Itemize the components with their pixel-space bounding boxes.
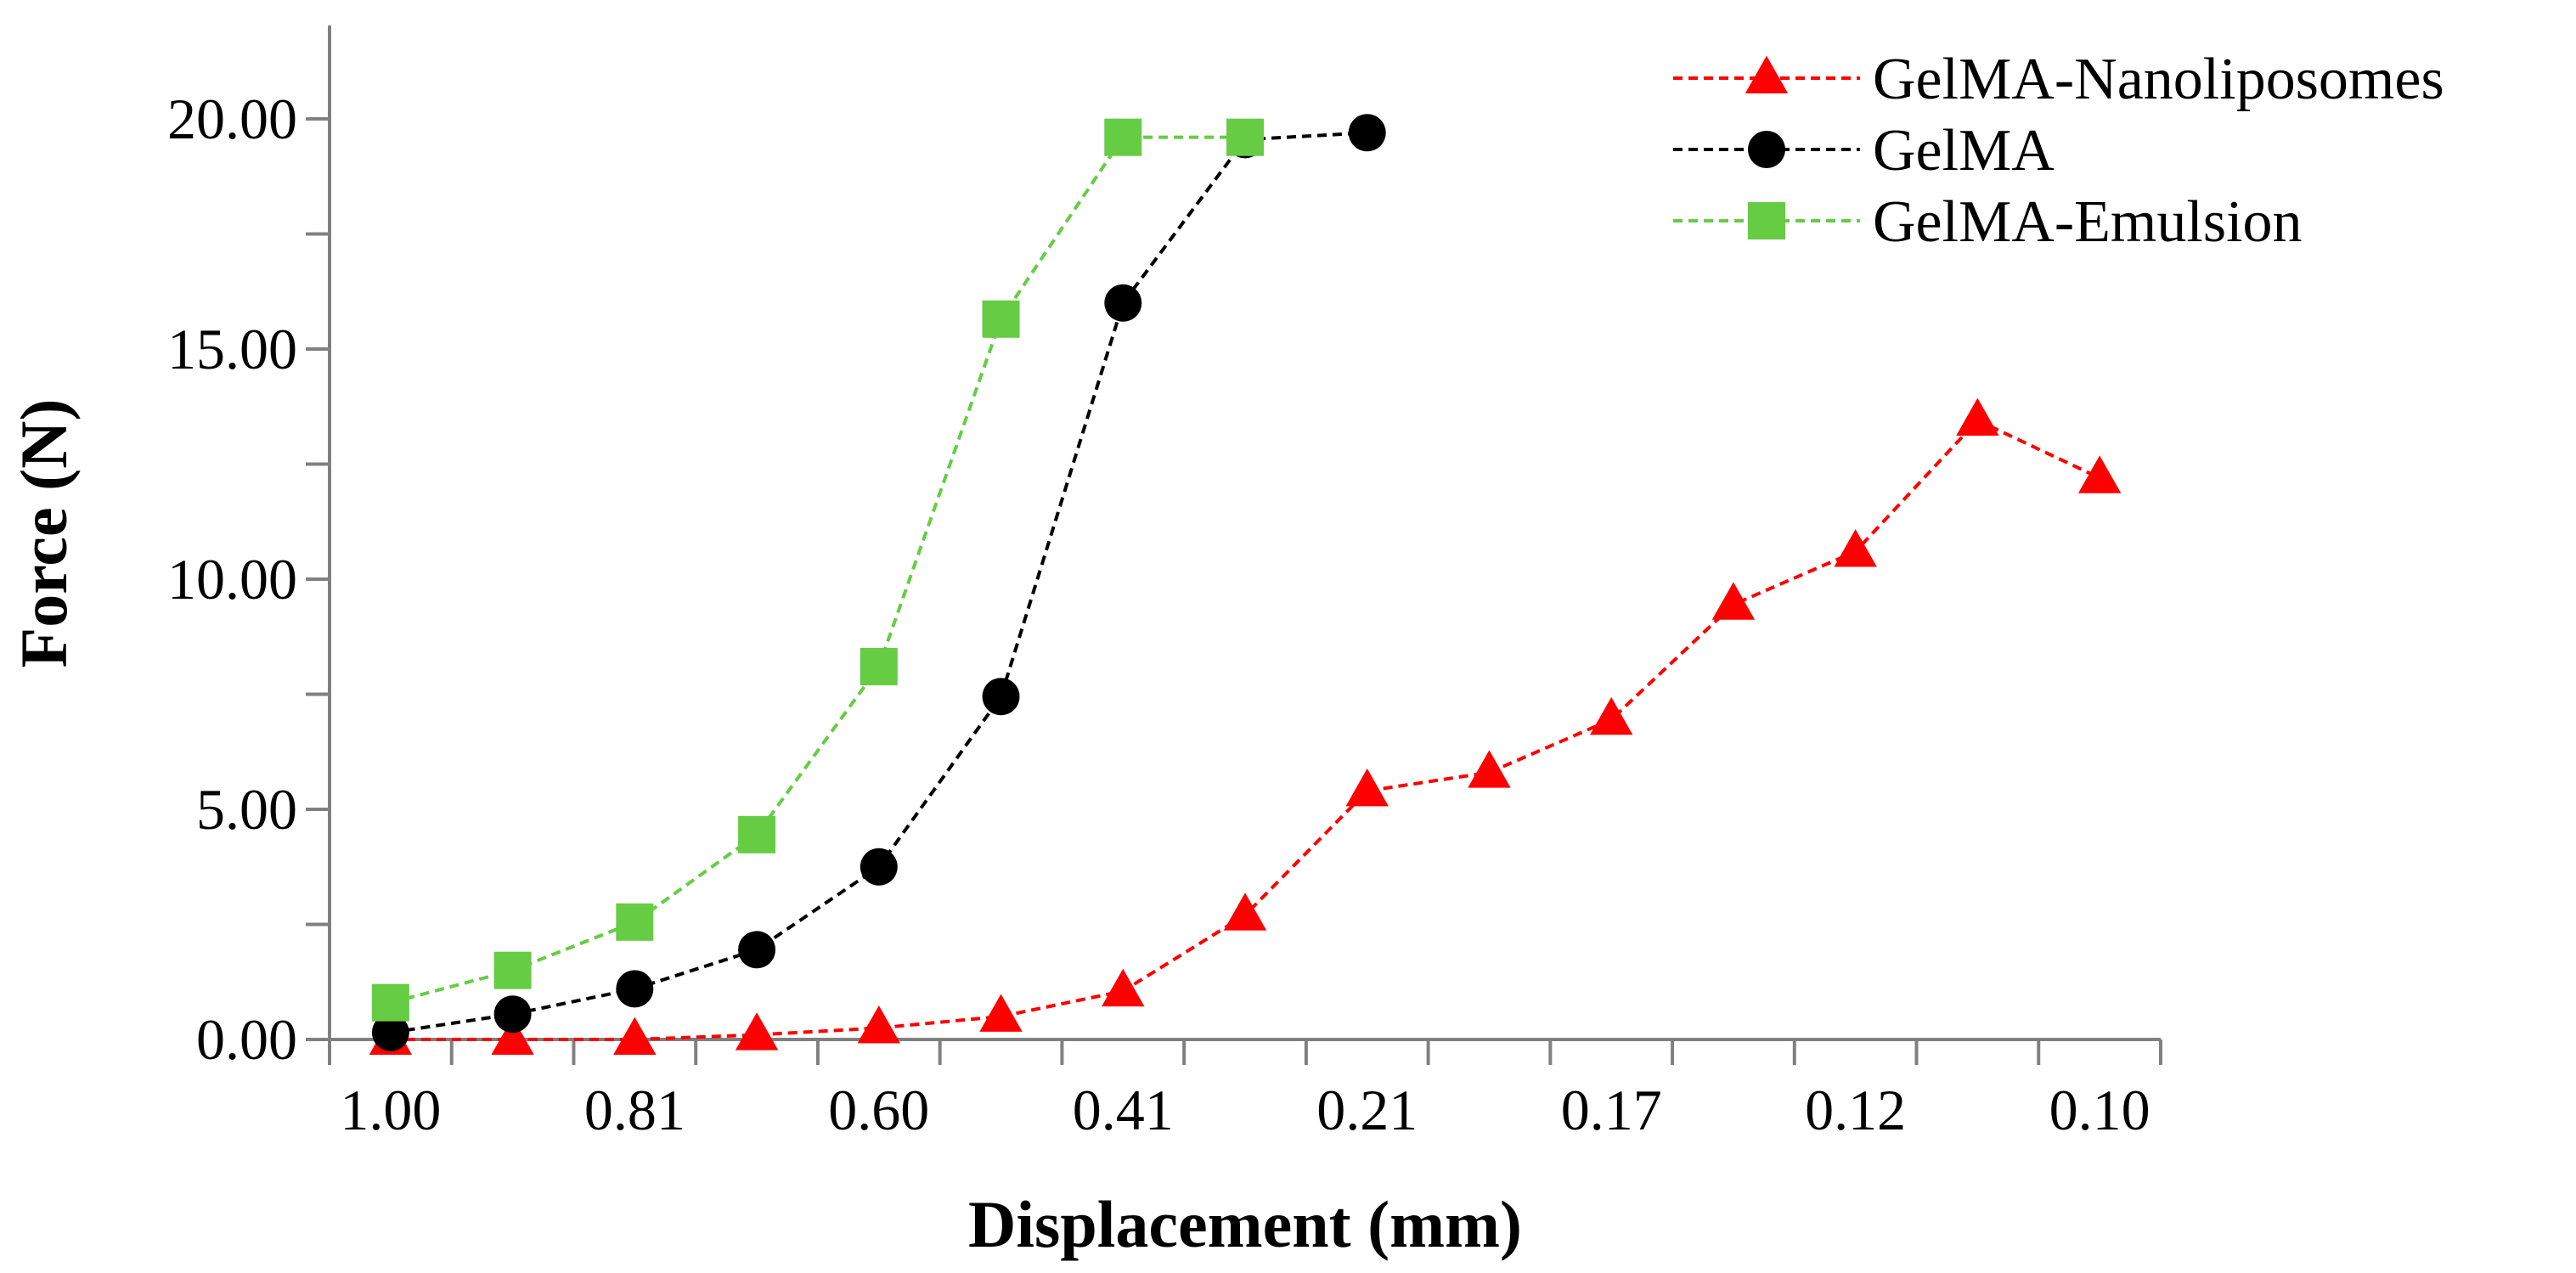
x-tick-label: 0.81 [584, 1078, 685, 1142]
data-point [1711, 582, 1756, 620]
x-tick-label: 0.21 [1316, 1078, 1418, 1142]
legend-marker [1748, 131, 1785, 168]
x-tick-label: 0.12 [1805, 1078, 1906, 1142]
x-tick-label: 0.41 [1073, 1078, 1174, 1142]
y-tick-label: 0.00 [196, 1007, 297, 1072]
x-axis-title: Displacement (mm) [968, 1187, 1522, 1261]
series-gelma-emulsion [371, 118, 1264, 1022]
data-point [371, 983, 409, 1022]
data-point [1104, 284, 1142, 322]
legend-label: GelMA-Nanoliposomes [1873, 47, 2444, 112]
data-point [1102, 968, 1145, 1007]
legend-marker [1748, 202, 1785, 239]
series-line [390, 135, 1245, 1005]
data-point [1956, 397, 1999, 437]
data-point [1590, 696, 1633, 735]
data-point [738, 931, 776, 969]
x-tick-label: 1.00 [340, 1078, 441, 1142]
series-gelma [371, 114, 1386, 1051]
x-tick-label: 0.60 [828, 1078, 929, 1142]
data-point [979, 994, 1023, 1032]
y-axis-title: Force (N) [7, 399, 81, 668]
series-layer [369, 114, 2122, 1055]
data-point [982, 678, 1020, 716]
y-tick-label: 5.00 [196, 777, 297, 842]
data-point [1348, 114, 1386, 152]
data-point [493, 995, 532, 1034]
data-point [857, 1005, 900, 1044]
y-tick-label: 15.00 [167, 317, 297, 381]
y-tick-label: 10.00 [167, 547, 297, 611]
data-point [982, 300, 1020, 338]
data-point [616, 903, 654, 941]
legend-label: GelMA-Emulsion [1873, 189, 2303, 255]
legend-marker [1745, 55, 1789, 93]
data-point [613, 1017, 657, 1055]
data-point [1226, 118, 1264, 156]
data-point [1104, 118, 1142, 156]
y-tick-label: 20.00 [167, 87, 297, 151]
series-line [390, 131, 1367, 1034]
axes: 0.00 5.00 10.00 15.00 20.00 1.00 0.81 0.60 0.41 0… [167, 25, 2162, 1142]
data-point [1468, 750, 1511, 788]
x-tick-label: 0.17 [1561, 1078, 1662, 1142]
data-point [616, 970, 654, 1008]
legend-label: GelMA [1873, 118, 2055, 183]
data-point [491, 1017, 534, 1055]
data-point [1223, 893, 1267, 931]
data-point [2077, 455, 2122, 493]
data-point [735, 1012, 779, 1051]
series-gelma-nanoliposomes [369, 397, 2122, 1055]
data-point [738, 815, 776, 853]
data-point [1834, 529, 1877, 567]
data-point [1345, 768, 1389, 807]
data-point [860, 848, 898, 886]
x-tick-label: 0.10 [2049, 1078, 2150, 1142]
data-point [860, 647, 898, 685]
data-point [371, 1013, 409, 1051]
data-point [493, 951, 532, 989]
series-line [390, 418, 2100, 1041]
